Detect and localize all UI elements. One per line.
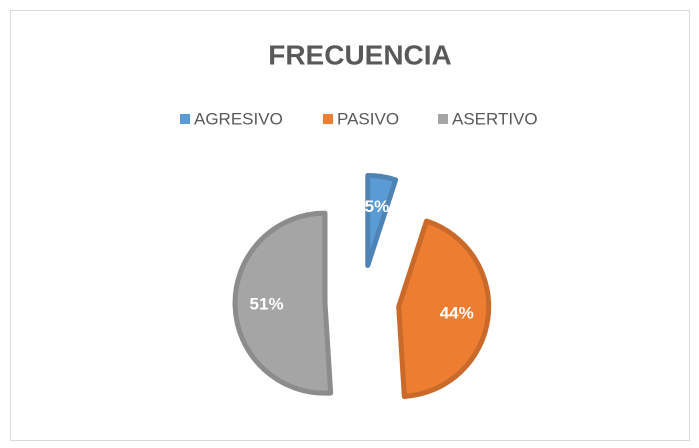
data-label: 5% <box>365 197 390 216</box>
legend-label: AGRESIVO <box>194 109 283 128</box>
legend-swatch <box>438 114 448 124</box>
pie-slice <box>365 172 399 268</box>
pie-slice <box>396 218 492 399</box>
legend-label: PASIVO <box>337 109 399 128</box>
legend-swatch <box>323 114 333 124</box>
chart-title: FRECUENCIA <box>268 39 452 70</box>
data-label: 44% <box>440 303 474 322</box>
chart-border <box>10 10 690 441</box>
data-label: 51% <box>250 294 284 313</box>
legend-label: ASERTIVO <box>452 109 538 128</box>
legend-swatch <box>180 114 190 124</box>
pie-slice <box>232 210 334 396</box>
